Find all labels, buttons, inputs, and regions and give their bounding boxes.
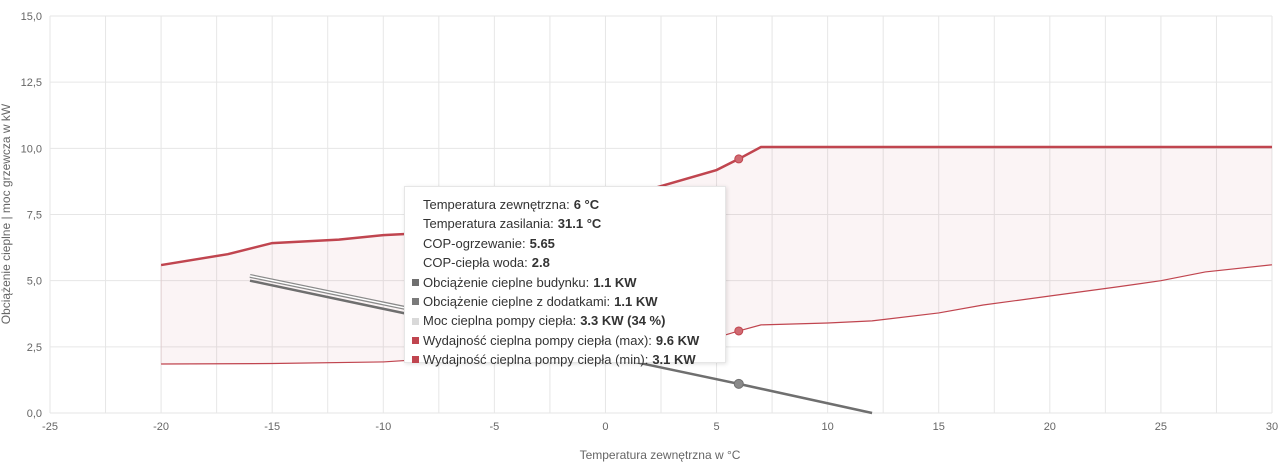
tooltip-row-capacity-max: Wydajność cieplna pompy ciepła (max): 9.6… bbox=[405, 331, 725, 350]
y-tick-label: 2,5 bbox=[27, 342, 42, 354]
tooltip-label: Wydajność cieplna pompy ciepła (max): bbox=[423, 332, 652, 348]
tooltip-value: 1.1 KW bbox=[614, 293, 658, 309]
marker-capacity-max bbox=[734, 154, 744, 164]
tooltip-row-cop-hot-water: COP-ciepła woda: 2.8 bbox=[405, 253, 725, 272]
tooltip-row-capacity-min: Wydajność cieplna pompy ciepła (min): 3.1… bbox=[405, 350, 725, 369]
tooltip-value: 6 °C bbox=[573, 197, 600, 212]
tooltip-row-cop-heating: COP-ogrzewanie: 5.65 bbox=[405, 234, 725, 253]
legend-square-icon bbox=[412, 317, 419, 325]
y-tick-label: 10,0 bbox=[21, 143, 42, 155]
marker-capacity-min bbox=[734, 326, 744, 336]
x-tick-label: 25 bbox=[1155, 421, 1167, 433]
y-tick-label: 12,5 bbox=[21, 77, 42, 89]
y-tick-label: 7,5 bbox=[27, 210, 42, 222]
x-tick-label: -15 bbox=[264, 421, 280, 433]
tooltip-row-pump-power: Moc cieplna pompy ciepła: 3.3 KW (34 %) bbox=[405, 311, 725, 330]
y-tick-label: 0,0 bbox=[27, 408, 42, 420]
tooltip-label: Obciążenie cieplne z dodatkami: bbox=[423, 293, 611, 309]
tooltip-value: 5.65 bbox=[529, 235, 555, 251]
legend-square-icon bbox=[412, 298, 419, 306]
tooltip-label: COP-ciepła woda: bbox=[423, 255, 528, 271]
legend-square-icon bbox=[412, 356, 419, 364]
x-tick-label: -25 bbox=[42, 421, 58, 433]
x-tick-label: -20 bbox=[153, 421, 169, 433]
legend-square-icon bbox=[412, 336, 419, 344]
tooltip-label: Moc cieplna pompy ciepła: bbox=[423, 313, 577, 329]
tooltip-row-building-load: Obciążenie cieplne budynku: 1.1 KW bbox=[405, 273, 725, 292]
y-axis-ticks: 0,0 2,5 5,0 7,5 10,0 12,5 15,0 bbox=[21, 11, 42, 420]
y-axis-title: Obciążenie cieplne | moc grzewcza w kW bbox=[0, 103, 13, 324]
tooltip-label: Temperatura zewnętrzna: bbox=[423, 197, 570, 212]
tooltip: Temperatura zewnętrzna: 6 °C Temperatura … bbox=[404, 186, 726, 367]
y-tick-label: 15,0 bbox=[21, 11, 42, 23]
x-tick-label: -10 bbox=[375, 421, 391, 433]
tooltip-value: 2.8 bbox=[531, 255, 550, 271]
tooltip-value: 9.6 KW bbox=[655, 332, 700, 348]
x-tick-label: -5 bbox=[489, 421, 499, 433]
hover-markers bbox=[733, 154, 744, 389]
tooltip-value: 1.1 KW bbox=[593, 274, 637, 290]
tooltip-value: 31.1 °C bbox=[557, 216, 602, 232]
x-tick-label: 20 bbox=[1044, 421, 1056, 433]
tooltip-value: 3.1 KW bbox=[652, 352, 696, 368]
tooltip-label: Wydajność cieplna pompy ciepła (min): bbox=[423, 352, 649, 368]
tooltip-row-temp-outdoor: Temperatura zewnętrzna: 6 °C bbox=[405, 195, 725, 214]
x-axis-ticks: -25 -20 -15 -10 -5 0 5 10 15 20 25 30 bbox=[42, 421, 1278, 433]
x-tick-label: 5 bbox=[713, 421, 719, 433]
tooltip-label: COP-ogrzewanie: bbox=[423, 235, 526, 251]
marker-building-load bbox=[733, 378, 744, 389]
x-tick-label: 30 bbox=[1266, 421, 1278, 433]
tooltip-label: Temperatura zasilania: bbox=[423, 216, 554, 232]
legend-square-icon bbox=[412, 278, 419, 286]
tooltip-label: Obciążenie cieplne budynku: bbox=[423, 274, 590, 290]
x-tick-label: 0 bbox=[602, 421, 608, 433]
tooltip-row-load-with-extras: Obciążenie cieplne z dodatkami: 1.1 KW bbox=[405, 292, 725, 311]
tooltip-row-temp-supply: Temperatura zasilania: 31.1 °C bbox=[405, 214, 725, 233]
x-axis-title: Temperatura zewnętrzna w °C bbox=[580, 448, 741, 462]
x-tick-label: 10 bbox=[822, 421, 834, 433]
tooltip-value: 3.3 KW (34 %) bbox=[580, 313, 666, 329]
x-tick-label: 15 bbox=[933, 421, 945, 433]
y-tick-label: 5,0 bbox=[27, 276, 42, 288]
